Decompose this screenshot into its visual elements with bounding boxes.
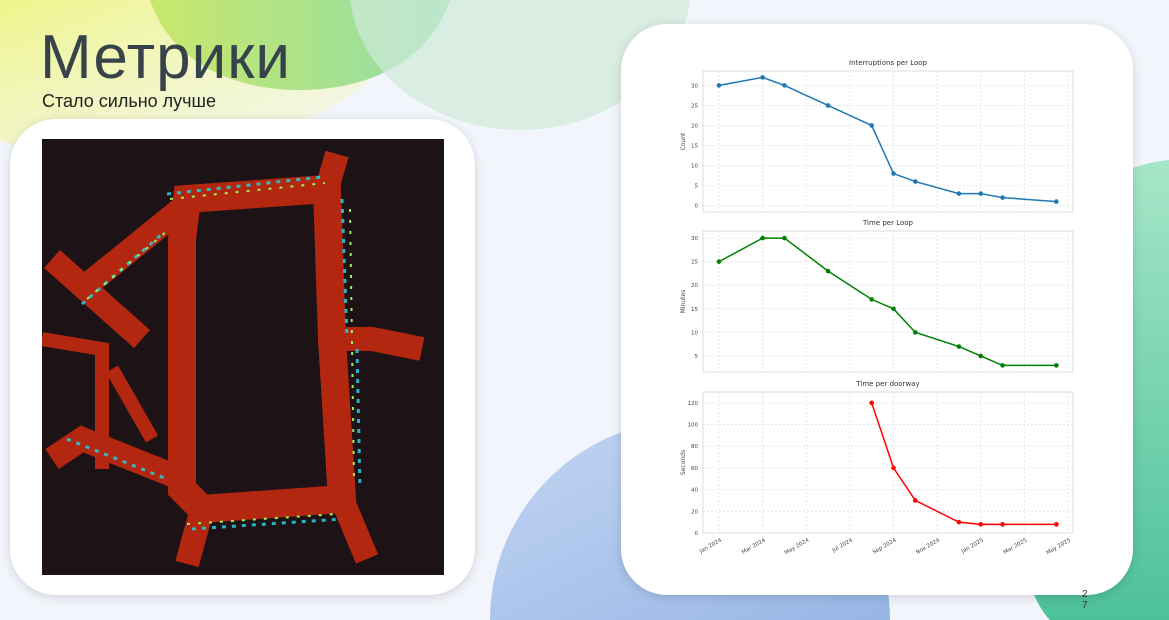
- y-axis-label: Minutes: [680, 290, 687, 314]
- chart-3: 0 20 40 60 80 100 120 Time per doorway Seconds Ja…: [680, 380, 1074, 556]
- y-tick-label: 15: [691, 307, 698, 313]
- chart-title: Interruptions per Loop: [849, 59, 928, 67]
- y-tick-label: 15: [691, 144, 698, 150]
- y-tick-label: 20: [691, 509, 698, 515]
- y-tick-label: 0: [695, 531, 699, 537]
- data-point: [891, 171, 896, 176]
- data-point: [1000, 195, 1005, 200]
- y-tick-label: 80: [691, 444, 698, 450]
- data-point: [891, 465, 896, 471]
- data-point: [1054, 522, 1059, 527]
- y-tick-label: 0: [695, 204, 699, 210]
- y-tick-label: 120: [688, 401, 699, 407]
- y-tick-label: 30: [691, 236, 698, 242]
- y-tick-label: 10: [691, 330, 698, 336]
- x-tick-label: Jan 2024: [698, 537, 723, 555]
- data-point: [825, 268, 831, 274]
- y-tick-label: 5: [695, 184, 699, 190]
- data-point: [1000, 522, 1005, 527]
- data-point: [782, 83, 787, 88]
- y-axis-label: Count: [680, 132, 687, 150]
- chart-title: Time per Loop: [862, 219, 914, 227]
- data-point: [869, 297, 874, 302]
- data-point: [978, 353, 984, 359]
- data-point: [956, 344, 962, 349]
- y-tick-label: 30: [691, 83, 698, 89]
- data-point: [913, 498, 918, 503]
- y-axis-label: Seconds: [680, 450, 687, 475]
- x-tick-label: Nov 2024: [915, 537, 941, 556]
- x-tick-label: May 2024: [784, 537, 811, 556]
- y-tick-label: 5: [695, 354, 699, 360]
- x-tick-label: Sep 2024: [872, 537, 898, 556]
- data-point: [760, 235, 765, 241]
- y-tick-label: 10: [691, 164, 698, 170]
- plot-area: [702, 70, 1074, 213]
- plot-area: [702, 230, 1074, 373]
- data-point: [1054, 363, 1059, 368]
- x-tick-label: May 2025: [1046, 537, 1073, 556]
- data-point: [716, 83, 722, 88]
- slide-title: Метрики: [40, 23, 292, 92]
- y-tick-label: 25: [691, 260, 698, 266]
- data-point: [716, 259, 722, 264]
- y-tick-label: 20: [691, 123, 698, 129]
- image-card: [10, 119, 475, 595]
- data-point: [978, 191, 984, 196]
- y-tick-label: 20: [691, 283, 698, 289]
- data-point: [869, 123, 874, 128]
- plot-area: [702, 391, 1074, 534]
- data-point: [825, 103, 831, 108]
- heatmap-floorplan-image: [42, 139, 444, 575]
- x-tick-label: Jul 2024: [831, 537, 855, 554]
- page-number: 27: [1082, 589, 1088, 611]
- data-point: [913, 179, 918, 184]
- data-point: [869, 400, 874, 406]
- data-point: [956, 519, 962, 525]
- x-tick-label: Mar 2024: [741, 537, 767, 556]
- data-point: [891, 306, 896, 312]
- chart-2: 5 10 15 20 25 30 Time per Loop Minutes: [680, 219, 1074, 373]
- slide-subtitle: Стало сильно лучше: [42, 91, 216, 111]
- chart-1: 0 5 10 15 20 25 30 Interruptions per Loop Count: [680, 59, 1074, 213]
- data-point: [1000, 363, 1005, 368]
- y-tick-label: 25: [691, 103, 698, 109]
- data-point: [1054, 199, 1059, 204]
- y-tick-label: 100: [688, 423, 699, 429]
- chart-title: Time per doorway: [855, 380, 919, 388]
- data-point: [978, 522, 984, 527]
- y-tick-label: 40: [691, 488, 698, 494]
- x-tick-label: Mar 2025: [1003, 537, 1029, 556]
- data-point: [956, 191, 962, 196]
- data-point: [913, 330, 918, 335]
- x-tick-label: Jan 2025: [960, 537, 985, 555]
- data-point: [782, 235, 787, 241]
- y-tick-label: 60: [691, 466, 698, 472]
- data-point: [760, 75, 765, 80]
